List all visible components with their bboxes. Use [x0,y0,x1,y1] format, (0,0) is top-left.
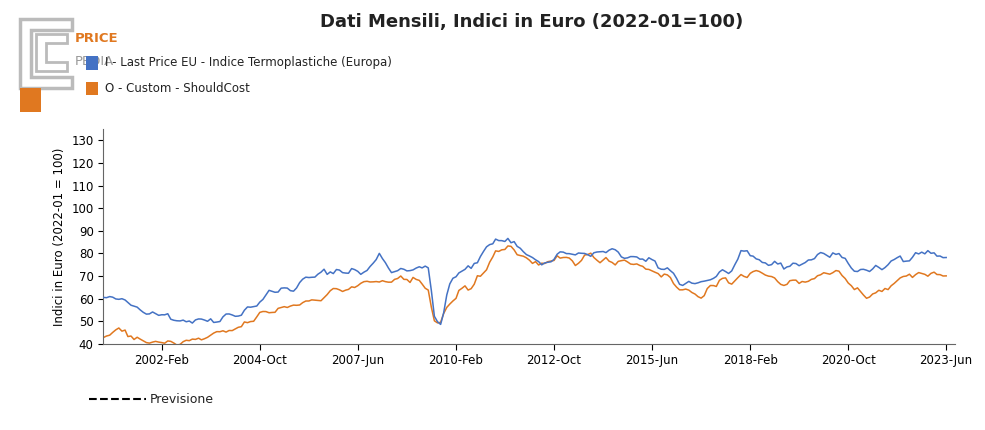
Text: PRICE: PRICE [75,32,118,45]
Text: Previsione: Previsione [150,393,214,405]
Text: I - Last Price EU - Indice Termoplastiche (Europa): I - Last Price EU - Indice Termoplastich… [105,56,392,69]
Text: O - Custom - ShouldCost: O - Custom - ShouldCost [105,82,250,95]
Polygon shape [21,89,41,111]
Y-axis label: Indici in Euro (2022-01 = 100): Indici in Euro (2022-01 = 100) [53,147,66,326]
Text: PEDIA: PEDIA [75,55,114,68]
Text: Dati Mensili, Indici in Euro (2022-01=100): Dati Mensili, Indici in Euro (2022-01=10… [320,13,744,31]
